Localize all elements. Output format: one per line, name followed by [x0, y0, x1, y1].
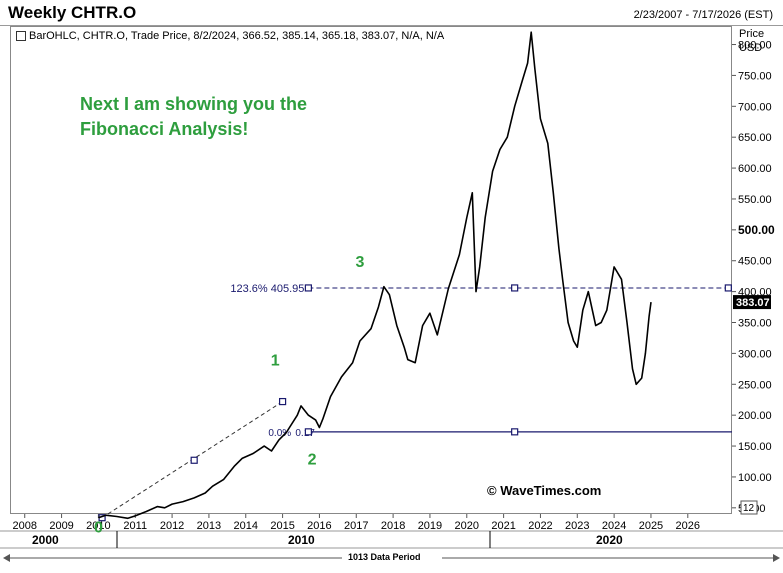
- x-tick-label: 2017: [344, 520, 368, 532]
- x-tick-label: 2020: [455, 520, 479, 532]
- x-tick-label: 2010: [86, 520, 110, 532]
- era-label-2020: 2020: [596, 533, 623, 547]
- x-tick-label: 2018: [381, 520, 405, 532]
- x-tick-label: 2012: [160, 520, 184, 532]
- fib-level-0-label: 0.0%: [268, 428, 291, 439]
- y-tick-label: 100.00: [738, 472, 772, 484]
- timeline-scrollbar[interactable]: 1013 Data Period: [0, 548, 783, 568]
- annotation-line-2: Fibonacci Analysis!: [80, 119, 249, 139]
- x-tick-label: 2023: [565, 520, 589, 532]
- x-tick-label: 2011: [123, 520, 147, 532]
- price-series-line: [98, 31, 652, 520]
- fib-handle: [304, 428, 312, 436]
- y-tick-label: 700.00: [738, 101, 772, 113]
- fib-handle: [511, 428, 519, 436]
- ohlc-legend: BarOHLC, CHTR.O, Trade Price, 8/2/2024, …: [16, 30, 444, 42]
- y-tick-label: 450.00: [738, 256, 772, 268]
- x-tick-label: 2008: [12, 520, 36, 532]
- y-tick-label: 150.00: [738, 441, 772, 453]
- x-tick-label: 2013: [197, 520, 221, 532]
- scroll-left-icon[interactable]: [3, 554, 10, 562]
- y-tick-label: 750.00: [738, 70, 772, 82]
- ohlc-legend-text: BarOHLC, CHTR.O, Trade Price, 8/2/2024, …: [29, 30, 445, 42]
- x-tick-label: 2026: [676, 520, 700, 532]
- x-tick-label: 2021: [491, 520, 515, 532]
- wave-label-1: 1: [271, 353, 280, 370]
- y-tick-label: 800.00: [738, 40, 772, 52]
- y-axis-header-price: Price: [739, 28, 765, 40]
- x-tick-label: 2025: [639, 520, 663, 532]
- annotation-line-1: Next I am showing you the: [80, 94, 308, 114]
- scrollbar-track[interactable]: [0, 548, 783, 568]
- era-label-2000: 2000: [32, 533, 59, 547]
- y-tick-label: 550.00: [738, 194, 772, 206]
- y-tick-label: 650.00: [738, 132, 772, 144]
- x-tick-label: 2022: [528, 520, 552, 532]
- fib-level-123-label: 123.6% 405.95: [230, 283, 304, 295]
- watermark: © WaveTimes.com: [487, 483, 602, 498]
- x-tick-label: 2016: [307, 520, 331, 532]
- data-period-label: 1013 Data Period: [348, 552, 421, 562]
- y-tick-label: 300.00: [738, 348, 772, 360]
- y-tick-label: 600.00: [738, 163, 772, 175]
- annotation-text: Next I am showing you the Fibonacci Anal…: [80, 92, 307, 142]
- trendline-handle: [278, 397, 287, 406]
- y-tick-label: 200.00: [738, 410, 772, 422]
- fib-handle: [724, 284, 732, 292]
- last-price-label: 383.07: [736, 297, 770, 309]
- scroll-right-icon[interactable]: [773, 554, 780, 562]
- wave-label-2: 2: [308, 452, 317, 469]
- chart-title: Weekly CHTR.O: [8, 3, 137, 22]
- header-divider: [0, 25, 783, 26]
- wave-label-3: 3: [355, 254, 364, 271]
- x-tick-label: 2015: [270, 520, 294, 532]
- zoom-box: [740, 500, 758, 515]
- fib-handle: [511, 284, 519, 292]
- trendline-handle: [190, 456, 198, 464]
- plot-area-frame: [10, 26, 732, 514]
- x-tick-label: 2019: [418, 520, 442, 532]
- y-tick-label: 350.00: [738, 318, 772, 330]
- zoom-box-label: 12: [743, 503, 755, 514]
- y-tick-label: 250.00: [738, 379, 772, 391]
- date-range: 2/23/2007 - 7/17/2026 (EST): [633, 9, 773, 21]
- series-settings-icon[interactable]: [16, 31, 26, 41]
- era-label-2010: 2010: [288, 533, 315, 547]
- wave-label-0: 0: [94, 520, 103, 537]
- y-tick-label: 500.00: [738, 223, 775, 237]
- x-tick-label: 2009: [49, 520, 73, 532]
- y-axis-header-currency: USD: [739, 42, 763, 54]
- last-price-badge: [733, 295, 771, 310]
- fib-handle: [304, 284, 312, 292]
- x-tick-label: 2024: [602, 520, 626, 532]
- x-tick-label: 2014: [234, 520, 258, 532]
